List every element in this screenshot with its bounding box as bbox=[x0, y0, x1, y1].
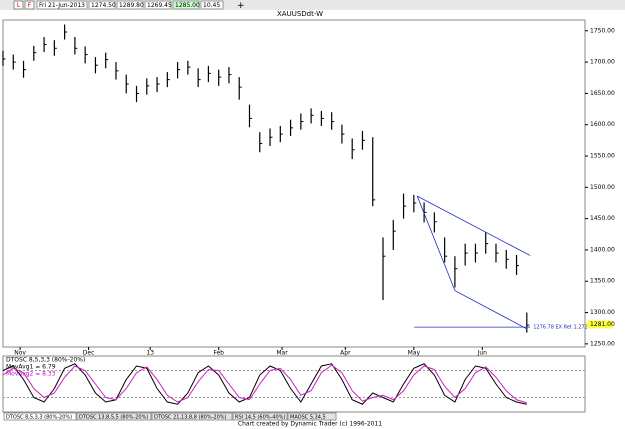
footer: Chart created by Dynamic Trader (c) 1996… bbox=[238, 421, 382, 428]
y-tick-label: 1550.00 bbox=[590, 153, 615, 160]
target-label: 1276.78 EX Ret 1.272 bbox=[533, 325, 588, 331]
close: 1285.00 bbox=[175, 2, 200, 9]
open: 1274.50 bbox=[91, 2, 116, 9]
tab[interactable] bbox=[232, 412, 288, 421]
tab-label: DTOSC 13,8,5,5 (80%-20%) bbox=[79, 414, 148, 420]
field bbox=[36, 0, 88, 10]
date: Fri 21-Jun-2013 bbox=[39, 2, 85, 9]
y-tick-label: 1450.00 bbox=[590, 215, 615, 222]
tab-label: RSI 14,5 (60%-40%) bbox=[235, 414, 285, 420]
oscillator-line bbox=[2, 363, 527, 405]
y-tick-label: 1600.00 bbox=[590, 121, 615, 128]
field bbox=[144, 0, 172, 10]
button-label: F bbox=[28, 2, 32, 9]
x-tick-label: 13 bbox=[146, 350, 154, 357]
y-tick-label: 1750.00 bbox=[590, 27, 615, 34]
tab[interactable] bbox=[76, 412, 152, 421]
x-tick-label: Jun bbox=[477, 350, 488, 357]
tab-label: DTOSC 8,5,3,3 (80%-20%) bbox=[6, 414, 72, 420]
y-tick-label: 1350.00 bbox=[590, 278, 615, 285]
price-panel bbox=[2, 19, 586, 348]
x-tick-label: Nov bbox=[14, 350, 26, 357]
y-tick-label: 1500.00 bbox=[590, 184, 615, 191]
field bbox=[116, 0, 144, 10]
y-tick-label: 1650.00 bbox=[590, 90, 615, 97]
toolbar bbox=[0, 0, 625, 10]
x-tick-label: Dec bbox=[83, 350, 95, 357]
price-tag bbox=[587, 320, 613, 329]
chart-title: XAUUSDdt-W bbox=[277, 10, 323, 18]
crosshair-icon[interactable]: + bbox=[237, 1, 245, 11]
trendline bbox=[416, 195, 527, 330]
button-label: L bbox=[17, 2, 21, 9]
field bbox=[172, 0, 200, 10]
button[interactable] bbox=[13, 0, 24, 10]
y-tick-label: 1250.00 bbox=[590, 340, 615, 347]
oscillator-panel bbox=[2, 355, 586, 413]
annotation: MovAvg2 = 8.33 bbox=[6, 371, 56, 378]
y-tick-label: 1700.00 bbox=[590, 59, 615, 66]
high: 1289.80 bbox=[119, 2, 144, 9]
button[interactable] bbox=[24, 0, 35, 10]
annotation: MovAvg1 = 6.79 bbox=[6, 364, 56, 371]
field bbox=[200, 0, 224, 10]
x-tick-label: Mar bbox=[276, 350, 288, 357]
tab-label: MAOSC 5,34,5 bbox=[290, 414, 326, 420]
field bbox=[88, 0, 116, 10]
change: 10.45 bbox=[203, 2, 220, 9]
oscillator-title: DTOSC 8,5,3,3 (80%-20%) bbox=[6, 357, 85, 364]
tab[interactable] bbox=[151, 412, 233, 421]
tab[interactable] bbox=[3, 412, 77, 421]
y-tick-label: 1400.00 bbox=[590, 246, 615, 253]
x-tick-label: May bbox=[408, 350, 421, 357]
tab-label: DTOSC 21,13,8,8 (80%-20%) bbox=[154, 414, 227, 420]
x-tick-label: Feb bbox=[213, 350, 224, 357]
oscillator-line bbox=[2, 364, 527, 404]
price-tag-label: 1281.00 bbox=[590, 321, 615, 328]
tab[interactable] bbox=[287, 412, 337, 421]
y-tick-label: 1300.00 bbox=[590, 309, 615, 316]
low: 1269.45 bbox=[147, 2, 172, 9]
x-tick-label: Apr bbox=[340, 350, 351, 357]
trendline bbox=[417, 195, 531, 256]
